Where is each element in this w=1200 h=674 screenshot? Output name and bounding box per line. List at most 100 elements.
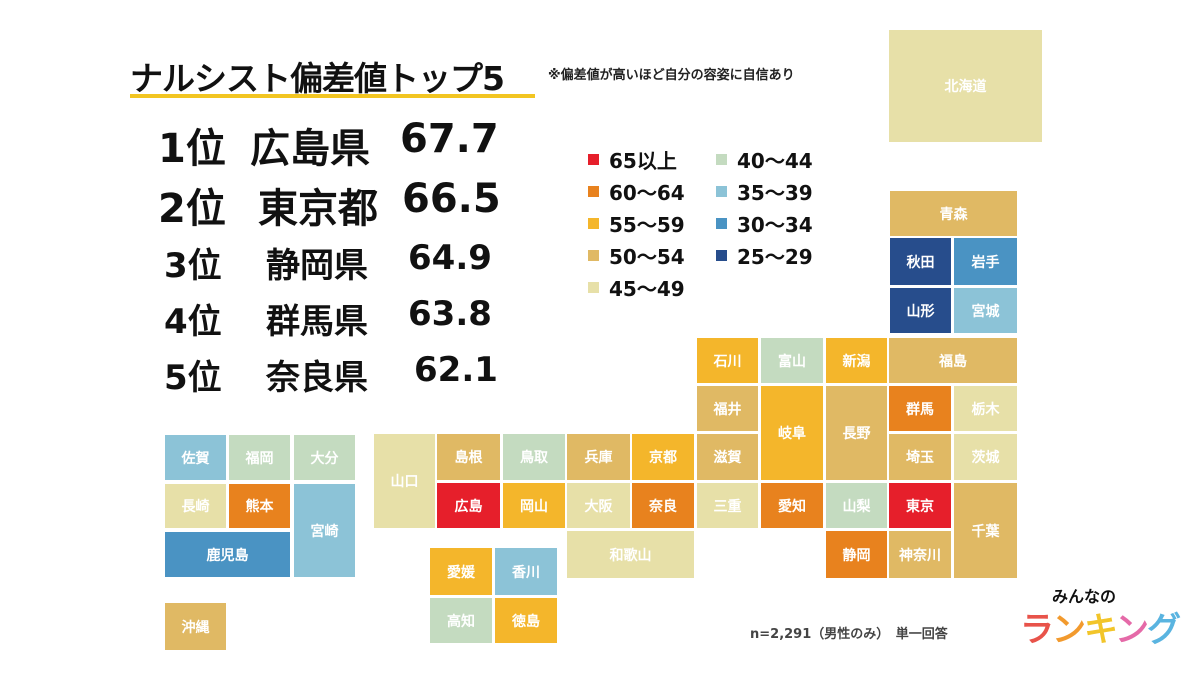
prefecture-tile: 滋賀 [697,434,758,480]
prefecture-tile: 岐阜 [761,386,823,480]
legend-swatch [588,154,599,165]
rank-prefecture: 広島県 [250,126,370,172]
prefecture-tile: 愛媛 [430,548,492,595]
prefecture-tile: 千葉 [954,483,1017,578]
prefecture-tile: 香川 [495,548,557,595]
prefecture-tile: 長野 [826,386,887,480]
prefecture-tile: 福島 [889,338,1017,383]
prefecture-tile: 愛知 [761,483,823,528]
prefecture-tile: 徳島 [495,598,557,643]
prefecture-tile: 神奈川 [889,531,951,578]
rank-score: 63.8 [408,294,492,334]
rank-label: 3位 [164,246,222,286]
prefecture-tile: 栃木 [954,386,1017,431]
prefecture-tile: 高知 [430,598,492,643]
prefecture-tile: 石川 [697,338,758,383]
prefecture-tile: 大阪 [567,483,630,528]
prefecture-tile: 宮城 [954,288,1017,333]
legend-swatch [588,250,599,261]
logo-letter: キ [1084,610,1117,650]
prefecture-tile: 静岡 [826,531,887,578]
legend-item: 60～64 [588,177,685,206]
prefecture-tile: 新潟 [826,338,887,383]
prefecture-tile: 岡山 [503,483,565,528]
rank-label: 5位 [164,358,222,398]
prefecture-tile: 宮崎 [294,484,355,577]
prefecture-tile: 福井 [697,386,758,431]
prefecture-tile: 島根 [437,434,500,480]
legend-item: 50～54 [588,241,685,270]
prefecture-tile: 埼玉 [889,434,951,480]
prefecture-tile: 広島 [437,483,500,528]
prefecture-tile: 山口 [374,434,435,528]
title-underline [130,94,535,98]
legend-label: 50～54 [609,245,685,269]
title-note: ※偏差値が高いほど自分の容姿に自信あり [548,68,795,83]
prefecture-tile: 東京 [889,483,951,528]
prefecture-tile: 奈良 [632,483,694,528]
prefecture-tile: 沖縄 [165,603,226,650]
rank-label: 4位 [164,302,222,342]
logo-letter: ラ [1020,610,1054,650]
prefecture-tile: 京都 [632,434,694,480]
legend-item: 40～44 [716,145,813,174]
legend-label: 30～34 [737,213,813,237]
prefecture-tile: 富山 [761,338,823,383]
rank-prefecture: 奈良県 [266,358,368,398]
legend-swatch [588,218,599,229]
prefecture-tile: 兵庫 [567,434,630,480]
prefecture-tile: 青森 [890,191,1017,236]
prefecture-tile: 群馬 [889,386,951,431]
rank-prefecture: 東京都 [258,186,378,232]
prefecture-tile: 北海道 [889,30,1042,142]
legend-item: 30～34 [716,209,813,238]
legend-label: 35～39 [737,181,813,205]
prefecture-tile: 和歌山 [567,531,694,578]
rank-label: 1位 [158,126,226,172]
legend-label: 60～64 [609,181,685,205]
legend-label: 40～44 [737,149,813,173]
legend-label: 25～29 [737,245,813,269]
legend-swatch [588,186,599,197]
prefecture-tile: 三重 [697,483,758,528]
legend-swatch [588,282,599,293]
prefecture-tile: 山梨 [826,483,887,528]
rank-score: 66.5 [402,176,501,222]
logo-letter: ン [1114,610,1149,650]
prefecture-tile: 鳥取 [503,434,565,480]
logo-top-text: みんなの [1052,587,1117,606]
prefecture-tile: 佐賀 [165,435,226,480]
legend-item: 65以上 [588,145,677,174]
legend-label: 55～59 [609,213,685,237]
prefecture-tile: 茨城 [954,434,1017,480]
prefecture-tile: 福岡 [229,435,290,480]
rank-label: 2位 [158,186,226,232]
legend-label: 45～49 [609,277,685,301]
sample-footnote: n=2,291（男性のみ） 単一回答 [750,627,948,642]
prefecture-tile: 岩手 [954,238,1017,285]
legend-swatch [716,154,727,165]
prefecture-tile: 山形 [890,288,951,333]
rank-score: 62.1 [414,350,498,390]
logo-main-text: ランキング [1020,602,1181,651]
legend-item: 45～49 [588,273,685,302]
logo-letter: ン [1052,610,1086,650]
legend-item: 55～59 [588,209,685,238]
rank-score: 64.9 [408,238,492,278]
legend-swatch [716,250,727,261]
prefecture-tile: 熊本 [229,484,290,528]
legend-item: 35～39 [716,177,813,206]
page-title: ナルシスト偏差値トップ5 [130,59,505,98]
prefecture-tile: 大分 [294,435,355,480]
legend-swatch [716,186,727,197]
legend-label: 65以上 [609,149,677,173]
prefecture-tile: 秋田 [890,238,951,285]
rank-score: 67.7 [400,116,499,162]
prefecture-tile: 鹿児島 [165,532,290,577]
legend-item: 25～29 [716,241,813,270]
legend-swatch [716,218,727,229]
rank-prefecture: 静岡県 [266,246,368,286]
logo-letter: グ [1146,610,1181,650]
rank-prefecture: 群馬県 [266,302,368,342]
prefecture-tile: 長崎 [165,484,226,528]
